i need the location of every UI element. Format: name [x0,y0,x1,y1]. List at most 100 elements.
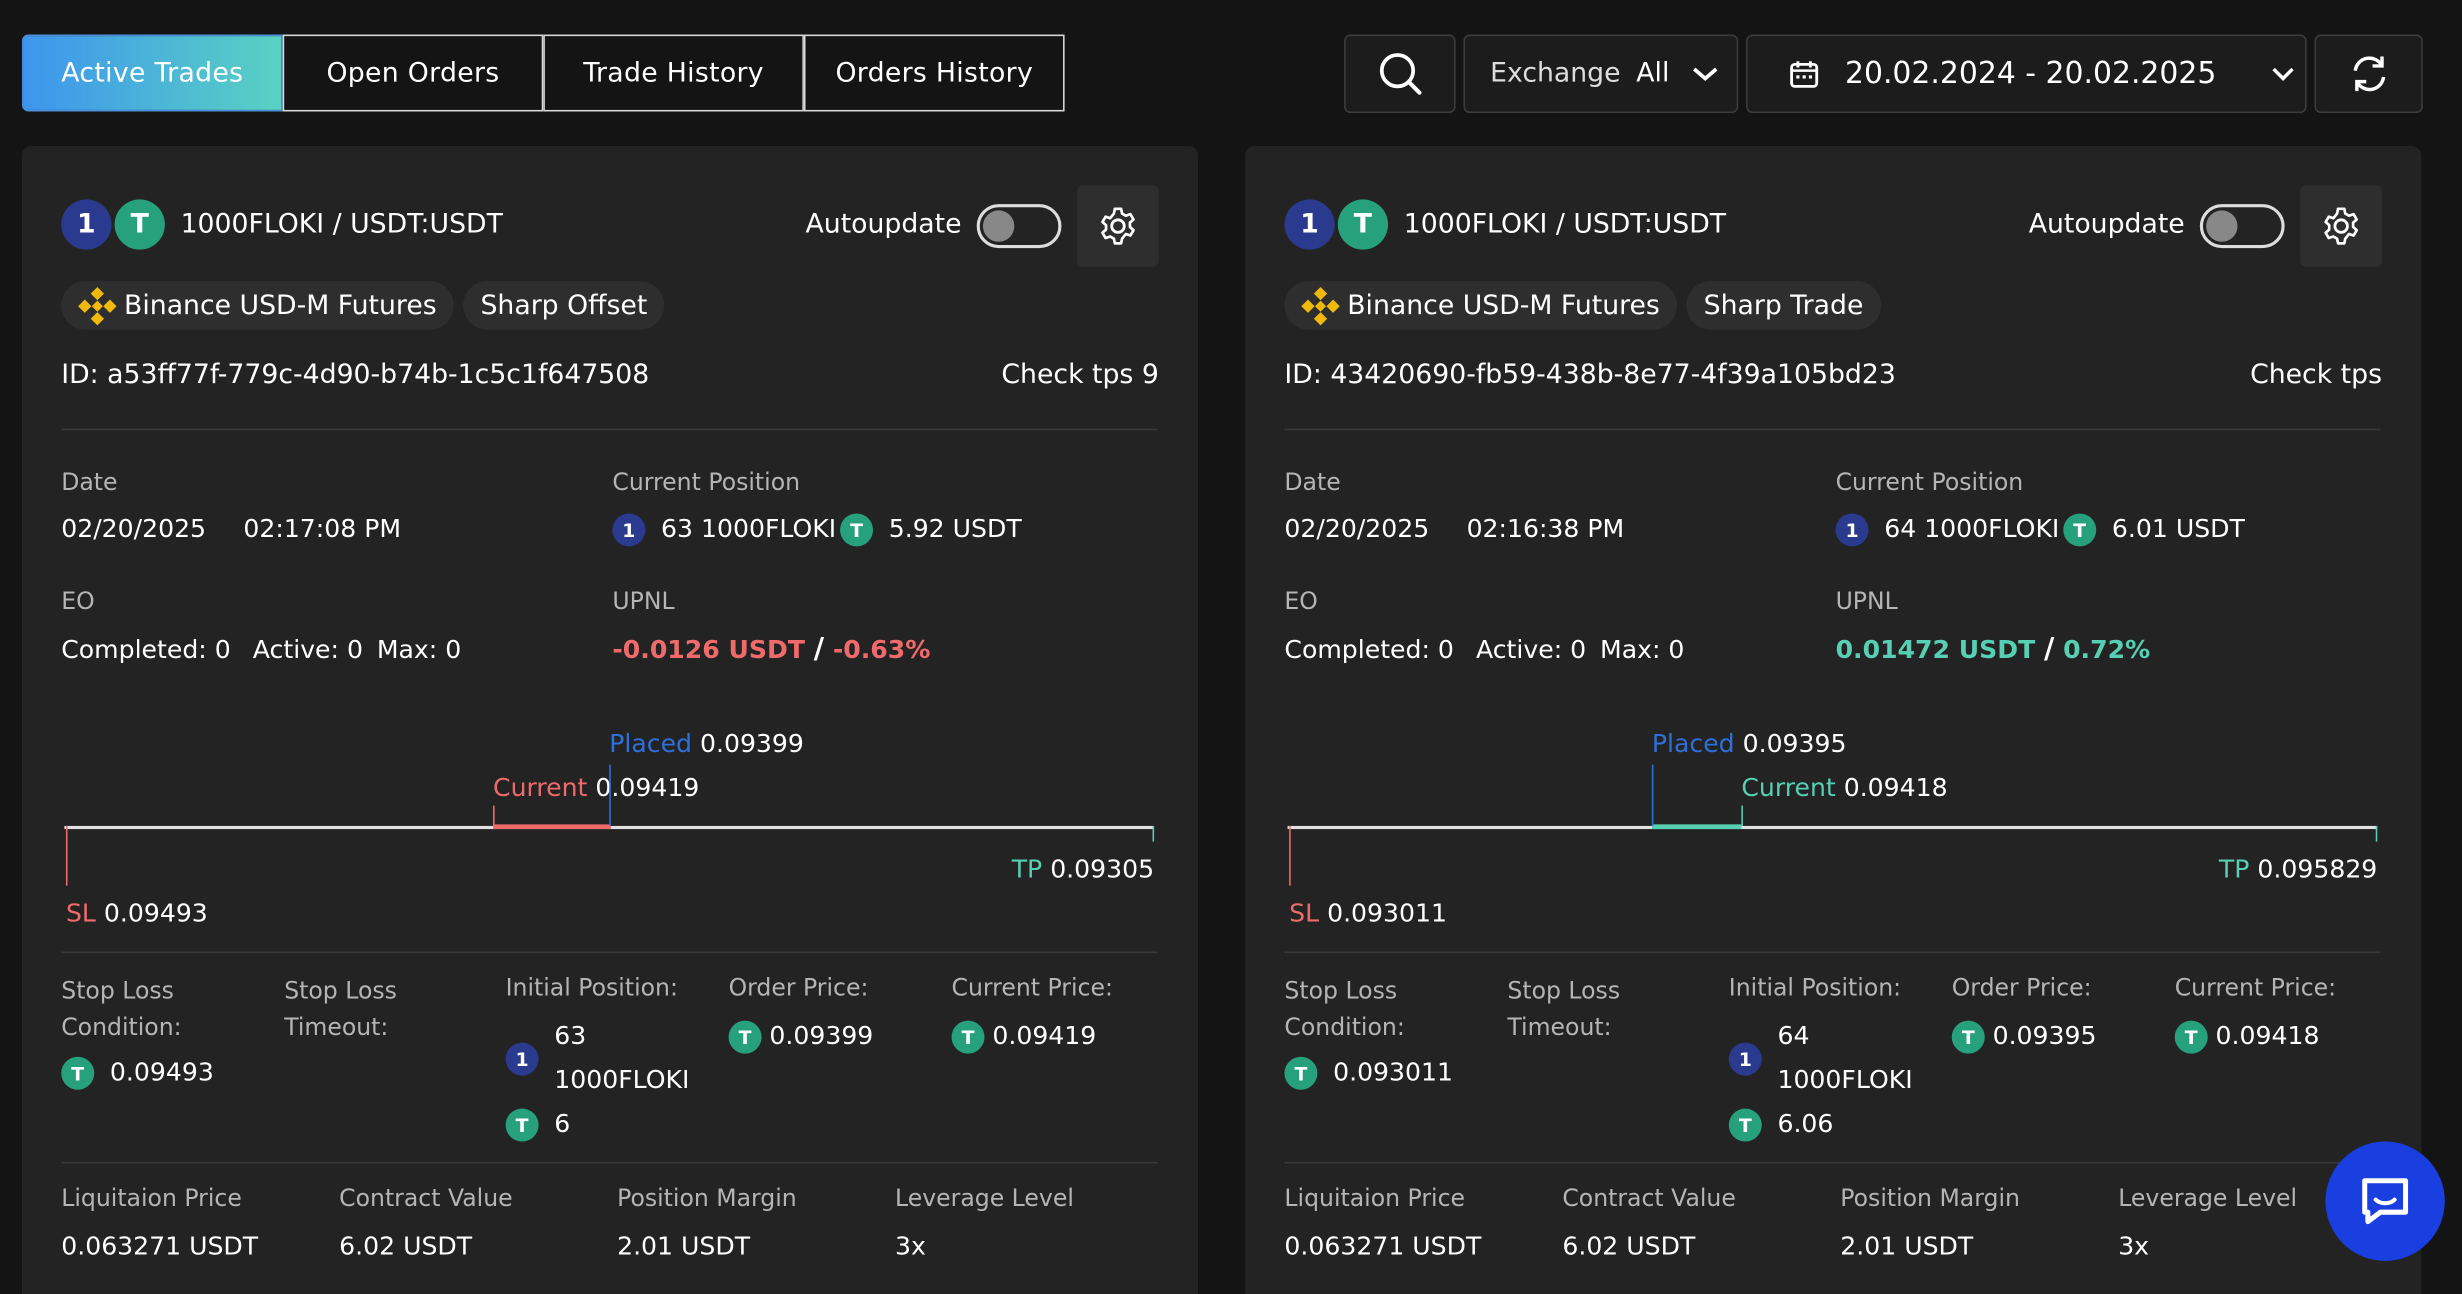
eo-label: EO [61,587,95,616]
current-price-value: 0.09418 [2215,1020,2320,1051]
tp-marker: TP 0.095829 [2218,854,2378,885]
floki-coin-icon: 1 [1284,199,1335,250]
usdt-coin-icon: T [505,1108,539,1142]
order-price-value: 0.09395 [1992,1020,2097,1051]
date-range-value: 20.02.2024 - 20.02.2025 [1844,56,2217,92]
position-usdt: 6.01 USDT [2111,513,2245,544]
leverage-level-value: 3x [2118,1231,2150,1261]
settings-button[interactable] [1077,185,1159,267]
chat-icon [2362,1178,2409,1225]
stop-loss-condition-value: 0.09493 [109,1056,214,1087]
tp-tick [2375,825,2378,842]
autoupdate-toggle[interactable] [2199,204,2285,249]
position-margin-value: 2.01 USDT [1840,1231,1974,1261]
trade-date: 02/20/2025 [1284,513,1430,544]
initial-position-qty: 63 [554,1020,587,1051]
initial-position-coin: 1000FLOKI [1777,1064,1913,1095]
eo-completed: Completed: 0 [1284,634,1454,665]
eo-completed: Completed: 0 [61,634,231,665]
eo-max: Max: 0 [1600,634,1685,665]
sl-tick [65,825,68,886]
exchange-select[interactable]: Exchange All [1463,34,1739,114]
stop-loss-condition-label: Stop Loss Condition: [61,976,182,1042]
upnl-value-row: 0.01472 USDT / 0.72% [1835,632,2151,666]
current-tick [493,805,495,826]
eo-active: Active: 0 [1475,634,1587,665]
settings-button[interactable] [2300,185,2382,267]
contract-value: 6.02 USDT [1562,1231,1696,1261]
initial-position-usdt: 6.06 [1777,1108,1834,1139]
position-qty: 63 1000FLOKI [661,513,837,544]
trade-time: 02:17:08 PM [243,513,402,544]
placed-tick [1651,764,1654,826]
upnl-value-row: -0.0126 USDT / -0.63% [612,632,931,666]
check-tps[interactable]: Check tps [2250,359,2382,391]
stop-loss-condition-value: 0.093011 [1333,1056,1453,1087]
tp-tick [1152,825,1155,842]
tab-orders-history[interactable]: Orders History [803,34,1065,112]
stop-loss-condition-label: Stop Loss Condition: [1284,976,1405,1042]
order-price-label: Order Price: [1951,973,2092,1002]
divider [61,1161,1158,1164]
tab-trade-history[interactable]: Trade History [543,34,804,112]
order-price-value: 0.09399 [769,1020,874,1051]
position-qty: 64 1000FLOKI [1884,513,2060,544]
floki-coin-icon: 1 [61,199,112,250]
chevron-down-icon [2271,67,2293,81]
floki-coin-icon: 1 [1835,513,1869,547]
autoupdate-toggle[interactable] [976,204,1062,249]
upnl-percent: 0.72% [2063,634,2151,665]
usdt-coin-icon: T [61,1056,95,1090]
refresh-button[interactable] [2314,34,2423,114]
sl-marker: SL 0.093011 [1289,898,1447,928]
position-margin-value: 2.01 USDT [617,1231,751,1261]
current-position-label: Current Position [1835,467,2024,497]
placed-marker: Placed 0.09395 [1651,728,1847,759]
upnl-label: UPNL [612,587,675,616]
initial-position-label: Initial Position: [1728,973,1902,1002]
tab-open-orders[interactable]: Open Orders [282,34,544,112]
search-button[interactable] [1344,34,1456,114]
eo-label: EO [1284,587,1318,616]
tab-active-trades[interactable]: Active Trades [21,34,283,112]
exchange-value: All [1636,58,1670,90]
placed-tick [609,764,611,826]
binance-icon [78,286,117,325]
stop-loss-timeout-label: Stop Loss Timeout: [1507,976,1621,1042]
eo-max: Max: 0 [376,634,462,665]
trade-pair: 1000FLOKI / USDT:USDT [180,208,503,241]
calendar-icon [1790,61,1819,88]
current-price-label: Current Price: [2174,973,2337,1002]
position-margin-label: Position Margin [1840,1183,2020,1213]
usdt-coin-icon: T [728,1020,762,1054]
liquidation-price-value: 0.063271 USDT [61,1231,259,1261]
liquidation-price-label: Liquitaion Price [1284,1183,1466,1213]
check-tps[interactable]: Check tps 9 [1001,359,1159,391]
exchange-label: Exchange [1490,58,1621,90]
contract-value-label: Contract Value [339,1183,513,1213]
trade-id: ID: a53ff77f-779c-4d90-b74b-1c5c1f647508 [61,359,650,391]
trade-card: 1 T 1000FLOKI / USDT:USDT Autoupdate Bin… [21,146,1199,1294]
liquidation-price-label: Liquitaion Price [61,1183,242,1213]
upnl-percent: -0.63% [832,634,931,665]
date-label: Date [61,467,118,497]
usdt-coin-icon: T [1284,1056,1318,1090]
autoupdate-label: Autoupdate [805,208,962,241]
refresh-icon [2352,56,2385,92]
tp-marker: TP 0.09305 [1011,854,1155,885]
chat-widget-button[interactable] [2325,1141,2445,1261]
initial-position-usdt: 6 [554,1108,571,1139]
usdt-coin-icon: T [114,199,165,250]
eo-active: Active: 0 [252,634,363,665]
floki-coin-icon: 1 [505,1042,539,1076]
sl-tick [1289,825,1291,886]
leverage-level-label: Leverage Level [895,1183,1074,1213]
date-range-picker[interactable]: 20.02.2024 - 20.02.2025 [1746,34,2307,114]
current-marker: Current 0.09418 [1741,772,1948,803]
position-usdt: 5.92 USDT [888,513,1022,544]
divider [1284,1161,2381,1164]
usdt-coin-icon: T [1728,1108,1762,1142]
initial-position-label: Initial Position: [505,973,678,1002]
usdt-coin-icon: T [1337,199,1389,250]
usdt-coin-icon: T [951,1020,985,1054]
